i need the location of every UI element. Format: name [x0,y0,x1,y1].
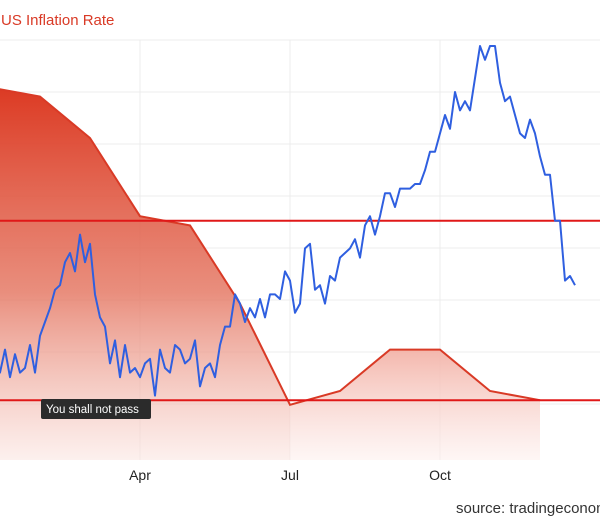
x-axis: nAprJulOct [129,467,451,483]
annotation-box [41,399,151,419]
annotation-text: You shall not pass [46,404,139,416]
x-tick-label-2: Jul [281,467,299,483]
legend[interactable]: US Inflation Rate [1,12,114,29]
line-series-path [0,45,576,397]
x-tick-label-1: Apr [129,467,151,483]
legend-label: US Inflation Rate [1,12,114,29]
line-series [0,45,576,397]
area-fill-low [290,349,540,460]
x-tick-label-3: Oct [429,467,451,483]
annotation: You shall not pass [41,399,151,419]
source-label: source: tradingeconomics.com [456,500,600,517]
area-outline [0,88,541,406]
